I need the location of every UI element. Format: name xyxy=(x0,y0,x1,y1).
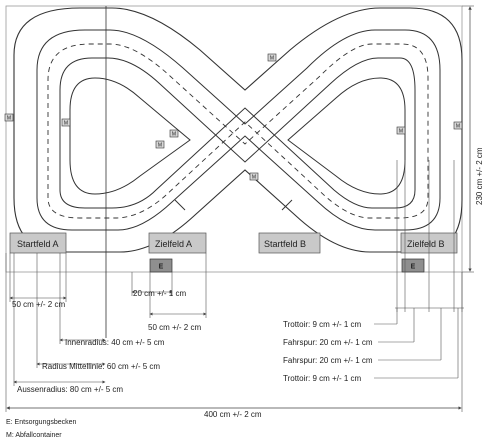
basin-a: E xyxy=(149,258,173,273)
container-marker-6: M xyxy=(249,172,259,181)
svg-text:M: M xyxy=(172,132,176,138)
svg-text:Startfeld B: Startfeld B xyxy=(264,239,306,249)
inner-radius-label: Innenradius: 40 cm +/- 5 cm xyxy=(65,338,165,347)
track-mid-edge xyxy=(36,29,441,231)
fahrspur-label-1: Fahrspur: 20 cm +/- 1 cm xyxy=(283,338,373,347)
startfeld-b: Startfeld B xyxy=(258,232,321,254)
height-label: 230 cm +/- 2 cm xyxy=(475,147,484,205)
svg-text:M: M xyxy=(7,116,11,122)
trottoir-label-2: Trottoir: 9 cm +/- 1 cm xyxy=(283,374,361,383)
field-gap-label: 50 cm +/- 2 cm xyxy=(148,323,201,332)
svg-text:E: E xyxy=(411,264,416,271)
divider-left xyxy=(174,199,186,211)
trottoir-label-1: Trottoir: 9 cm +/- 1 cm xyxy=(283,320,361,329)
container-marker-4: M xyxy=(155,140,165,149)
svg-text:Zielfeld B: Zielfeld B xyxy=(407,239,445,249)
outer-radius-label: Aussenradius: 80 cm +/- 5 cm xyxy=(17,385,123,394)
container-marker-3: M xyxy=(267,53,277,62)
track-center-dashed xyxy=(47,43,429,219)
container-marker-8: M xyxy=(453,121,463,130)
left-island xyxy=(69,77,191,195)
fahrspur-label-2: Fahrspur: 20 cm +/- 1 cm xyxy=(283,356,373,365)
width-label: 400 cm +/- 2 cm xyxy=(204,410,262,419)
container-marker-7: M xyxy=(396,126,406,135)
startfeld-a: Startfeld A xyxy=(9,232,67,254)
svg-text:E: E xyxy=(159,264,164,271)
container-marker-1: M xyxy=(4,113,14,122)
svg-text:M: M xyxy=(252,175,256,181)
legend-basin: E: Entsorgungsbecken xyxy=(6,419,77,426)
zielfeld-a: Zielfeld A xyxy=(148,232,207,254)
legend-container: M: Abfallcontainer xyxy=(6,432,62,439)
middle-radius-label: Radius Mittellinie: 60 cm +/- 5 cm xyxy=(42,362,160,371)
container-marker-2: M xyxy=(61,118,71,127)
container-marker-5: M xyxy=(169,129,179,138)
right-island xyxy=(287,77,406,195)
svg-text:M: M xyxy=(270,56,274,62)
svg-text:M: M xyxy=(456,124,460,130)
svg-text:M: M xyxy=(158,143,162,149)
divider-right xyxy=(281,199,293,211)
svg-text:Zielfeld A: Zielfeld A xyxy=(155,239,192,249)
track-inner-lane xyxy=(59,57,416,209)
basin-width-label: 20 cm +/- 1 cm xyxy=(133,289,186,298)
basin-b: E xyxy=(401,258,425,273)
field-width-label: 50 cm +/- 2 cm xyxy=(12,300,65,309)
svg-text:Startfeld A: Startfeld A xyxy=(17,239,59,249)
svg-text:M: M xyxy=(399,129,403,135)
svg-text:M: M xyxy=(64,121,68,127)
